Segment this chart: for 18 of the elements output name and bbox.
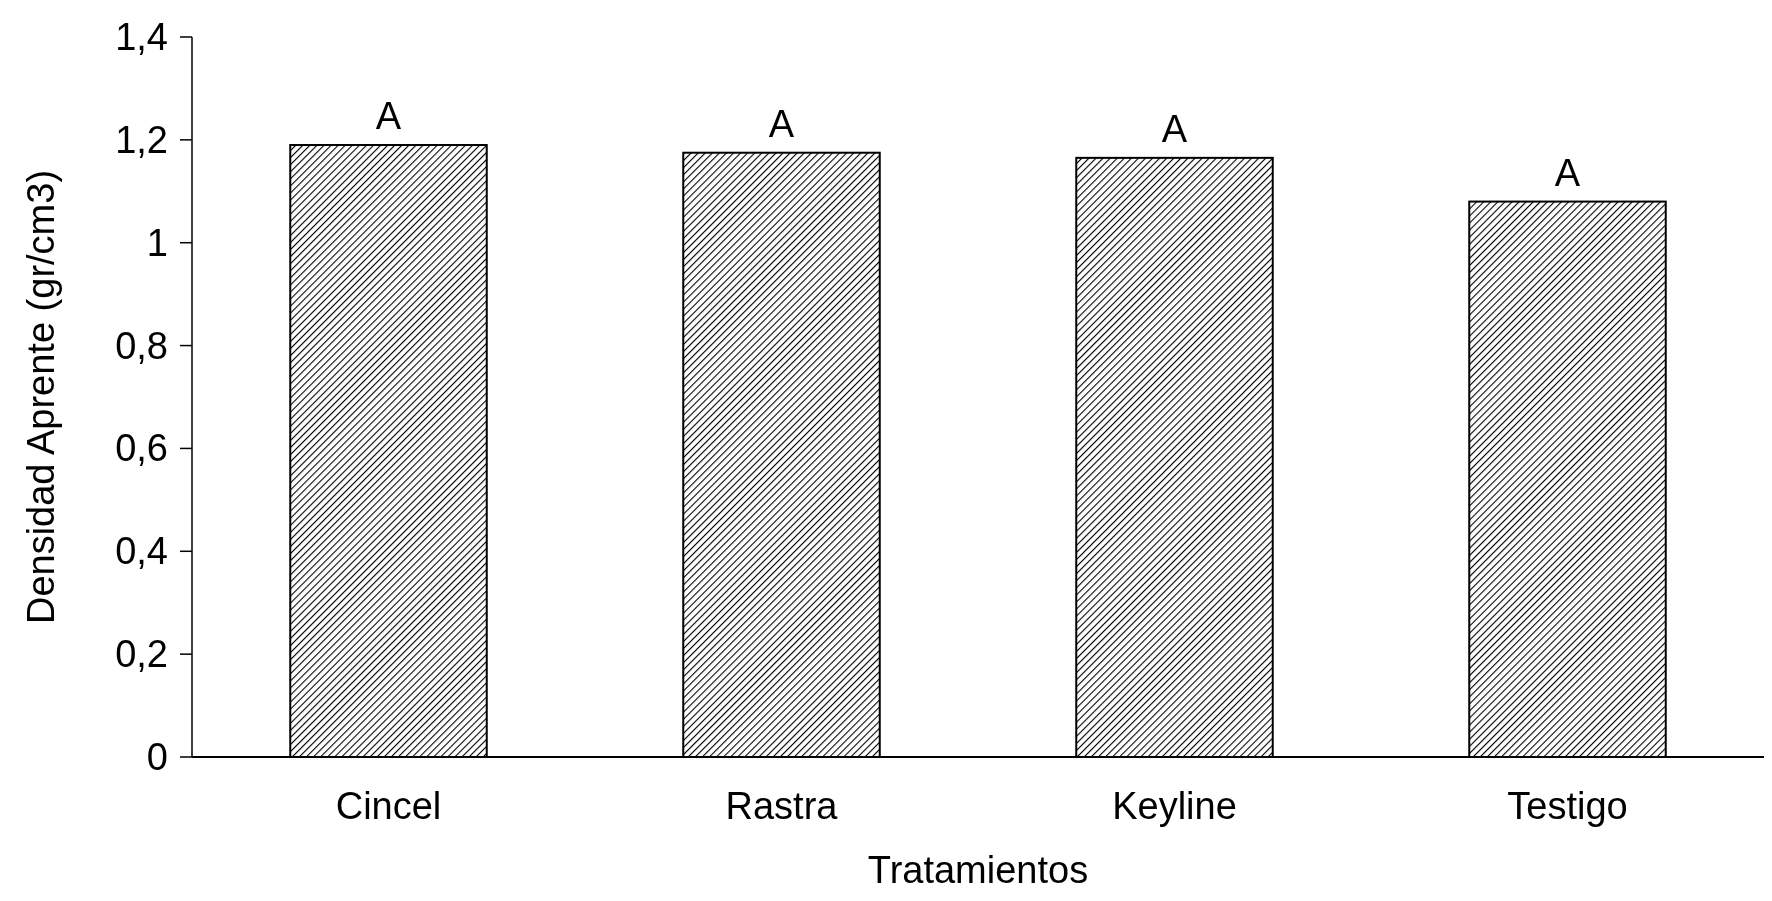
y-axis-title: Densidad Aprente (gr/cm3)	[20, 169, 62, 625]
y-tick-label: 0,2	[115, 633, 168, 676]
annotation: A	[375, 95, 402, 137]
y-tick-label: 0,8	[115, 324, 168, 367]
y-tick-label: 0,6	[115, 427, 168, 470]
x-axis-title: Tratamientos	[867, 849, 1089, 891]
x-tick-label: Keyline	[1112, 785, 1237, 827]
x-tick-label: Testigo	[1507, 785, 1628, 827]
x-tick-label: Rastra	[725, 785, 839, 827]
annotation: A	[1161, 107, 1188, 150]
y-tick-label: 1	[146, 221, 168, 264]
y-tick-label: 1,2	[115, 118, 168, 161]
annotation: A	[768, 102, 795, 145]
y-tick-label: 1,4	[115, 16, 168, 58]
x-tick-label: Cincel	[335, 785, 442, 827]
y-tick-label: 0,4	[115, 530, 168, 573]
annotation: A	[1554, 151, 1581, 194]
y-tick-label: 0	[146, 736, 168, 778]
